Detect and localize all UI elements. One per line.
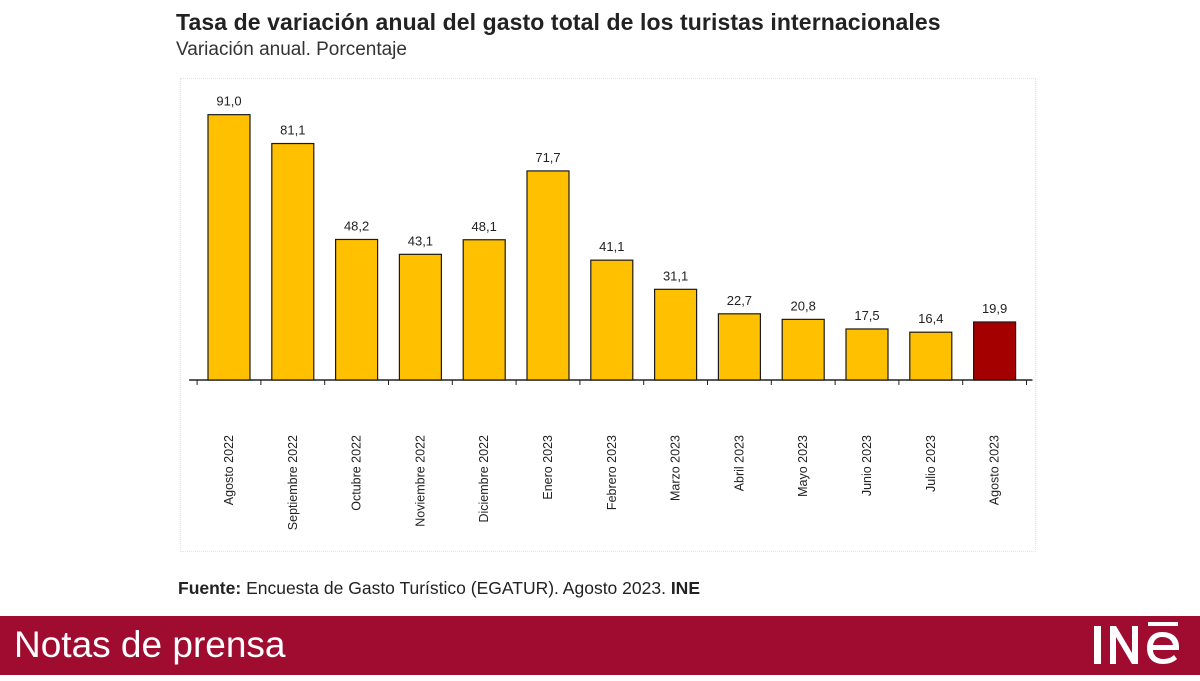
- x-tick-label: Septiembre 2022: [286, 435, 300, 530]
- x-tick-label: Noviembre 2022: [413, 435, 427, 527]
- data-label: 19,9: [982, 301, 1007, 316]
- data-label: 16,4: [918, 311, 943, 326]
- x-tick-label: Agosto 2023: [988, 435, 1002, 505]
- bar-junio-2023: [845, 328, 889, 381]
- x-tick-label: Marzo 2023: [669, 435, 683, 501]
- footer-banner: Notas de prensa: [0, 616, 1200, 675]
- data-label: 41,1: [599, 239, 624, 254]
- data-label: 43,1: [408, 233, 433, 248]
- x-tick-label: Diciembre 2022: [477, 435, 491, 523]
- x-tick-label: Agosto 2022: [222, 435, 236, 505]
- data-label: 48,1: [472, 219, 497, 234]
- bar-julio-2023: [909, 331, 953, 381]
- x-tick-label: Julio 2023: [924, 435, 938, 492]
- x-tick-label: Mayo 2023: [796, 435, 810, 497]
- data-label: 91,0: [216, 94, 241, 109]
- bar-febrero-2023: [590, 259, 634, 381]
- bar-diciembre-2022: [462, 239, 506, 381]
- x-tick-label: Junio 2023: [860, 435, 874, 496]
- bar-abril-2023: [717, 313, 762, 381]
- data-label: 17,5: [854, 308, 879, 323]
- chart-subtitle: Variación anual. Porcentaje: [176, 39, 407, 60]
- bar-noviembre-2022: [398, 253, 442, 381]
- x-tick-label: Abril 2023: [732, 435, 746, 491]
- data-label: 71,7: [535, 150, 560, 165]
- bar-agosto-2023: [972, 321, 1017, 381]
- bar-mayo-2023: [781, 318, 825, 381]
- data-label: 31,1: [663, 268, 688, 283]
- bar-chart: 91,0 Agosto 2022 81,1 Septiembre 2022 48,2 Oc…: [189, 94, 1033, 530]
- data-label: 48,2: [344, 218, 369, 233]
- x-tick-label: Octubre 2022: [350, 435, 364, 511]
- x-tick-label: Enero 2023: [541, 435, 555, 500]
- data-label: 22,7: [727, 293, 752, 308]
- bar-agosto-2022: [207, 114, 251, 381]
- data-label: 20,8: [791, 298, 816, 313]
- chart-area: 91,0 Agosto 2022 81,1 Septiembre 2022 48,2 Oc…: [180, 78, 1036, 552]
- footer-title: Notas de prensa: [14, 624, 286, 665]
- x-tick-label: Febrero 2023: [605, 435, 619, 510]
- bar-marzo-2023: [654, 288, 698, 381]
- data-label: 81,1: [280, 123, 305, 138]
- source-note: Fuente: Encuesta de Gasto Turístico (EGA…: [178, 578, 700, 599]
- bar-octubre-2022: [335, 238, 379, 381]
- ine-logo: [1090, 620, 1186, 670]
- chart-title: Tasa de variación anual del gasto total …: [176, 9, 941, 35]
- bar-septiembre-2022: [271, 142, 315, 381]
- source-label: Fuente:: [178, 578, 242, 598]
- bar-enero-2023: [526, 170, 570, 381]
- source-text: Encuesta de Gasto Turístico (EGATUR). Ag…: [241, 578, 671, 598]
- source-org: INE: [670, 578, 700, 598]
